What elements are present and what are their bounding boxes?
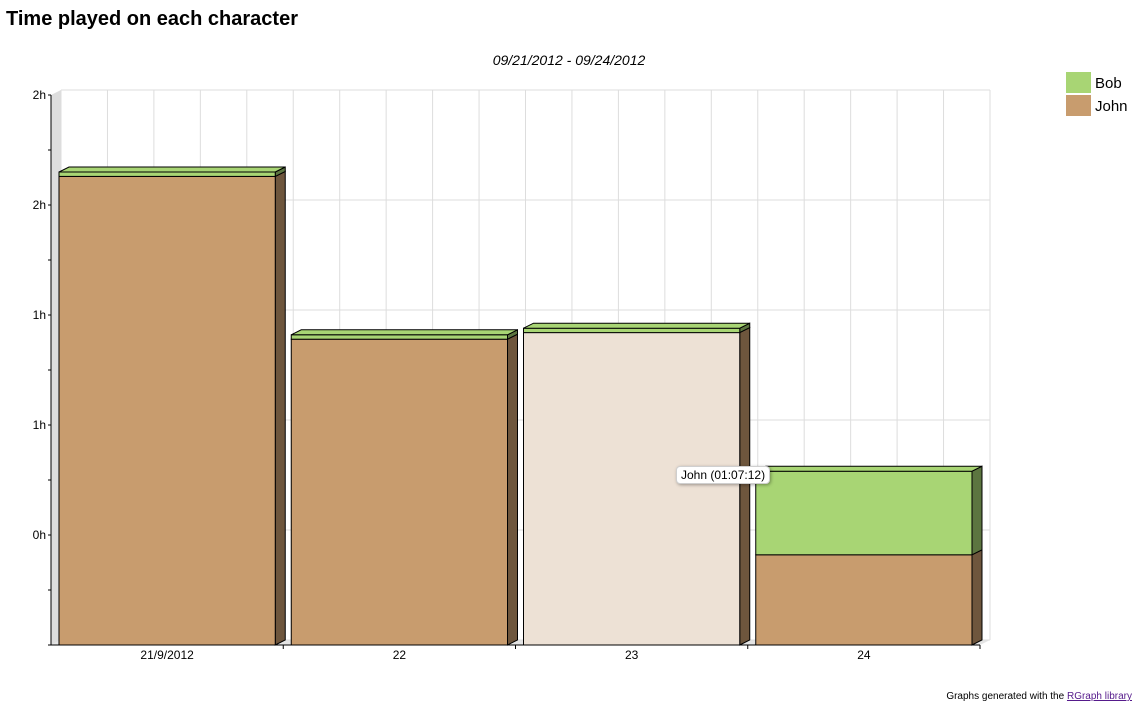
legend-swatch-john bbox=[1066, 95, 1091, 116]
y-tick-label: 2h bbox=[33, 198, 46, 212]
x-tick-label: 22 bbox=[393, 648, 407, 662]
bar-bob-2 bbox=[523, 322, 751, 334]
bar-side-face bbox=[739, 326, 751, 646]
bar-side-face bbox=[274, 170, 286, 646]
legend-label-john: John bbox=[1095, 98, 1128, 115]
bar-john-3 bbox=[755, 548, 983, 646]
bar-front-face bbox=[755, 554, 973, 646]
y-tick-label: 1h bbox=[33, 418, 46, 432]
y-tick-label: 1h bbox=[33, 308, 46, 322]
bar-front-face bbox=[523, 332, 741, 646]
chart-date-range: 09/21/2012 - 09/24/2012 bbox=[493, 52, 646, 68]
rgraph-link[interactable]: RGraph library bbox=[1066, 691, 1132, 702]
bar-front-face bbox=[755, 470, 973, 556]
bar-john-0 bbox=[58, 170, 286, 646]
bar-front-face bbox=[58, 171, 276, 177]
bar-top-face bbox=[523, 322, 750, 329]
bar-front-face bbox=[523, 327, 741, 334]
bar-side-face bbox=[971, 465, 983, 556]
bar-john-2 bbox=[523, 326, 751, 646]
chart-tooltip: John (01:07:12) bbox=[676, 466, 771, 484]
bar-side-face bbox=[507, 333, 518, 646]
legend-swatch-bob bbox=[1066, 72, 1091, 93]
bar-top-face bbox=[58, 166, 286, 173]
bar-bob-1 bbox=[290, 328, 518, 341]
bar-front-face bbox=[58, 175, 276, 646]
bar-side-face bbox=[971, 548, 983, 646]
x-tick-label: 23 bbox=[625, 648, 639, 662]
bar-bob-0 bbox=[58, 166, 286, 178]
bar-front-face bbox=[290, 334, 508, 340]
y-tick-label: 0h bbox=[33, 528, 46, 542]
bar-top-face bbox=[755, 465, 983, 472]
legend-label-bob: Bob bbox=[1095, 75, 1122, 92]
bar-top-face bbox=[291, 329, 518, 336]
page-title: Time played on each character bbox=[6, 8, 298, 30]
x-tick-label: 24 bbox=[857, 648, 871, 662]
bar-front-face bbox=[290, 338, 508, 646]
footer-credit: Graphs generated with the RGraph library bbox=[946, 691, 1132, 702]
x-tick-label: 21/9/2012 bbox=[140, 648, 194, 662]
bar-bob-3 bbox=[755, 465, 983, 556]
y-tick-label: 2h bbox=[33, 88, 46, 102]
bar-john-1 bbox=[290, 333, 518, 646]
footer-text: Graphs generated with the bbox=[946, 691, 1065, 702]
chart-legend: Bob John bbox=[1066, 72, 1128, 116]
